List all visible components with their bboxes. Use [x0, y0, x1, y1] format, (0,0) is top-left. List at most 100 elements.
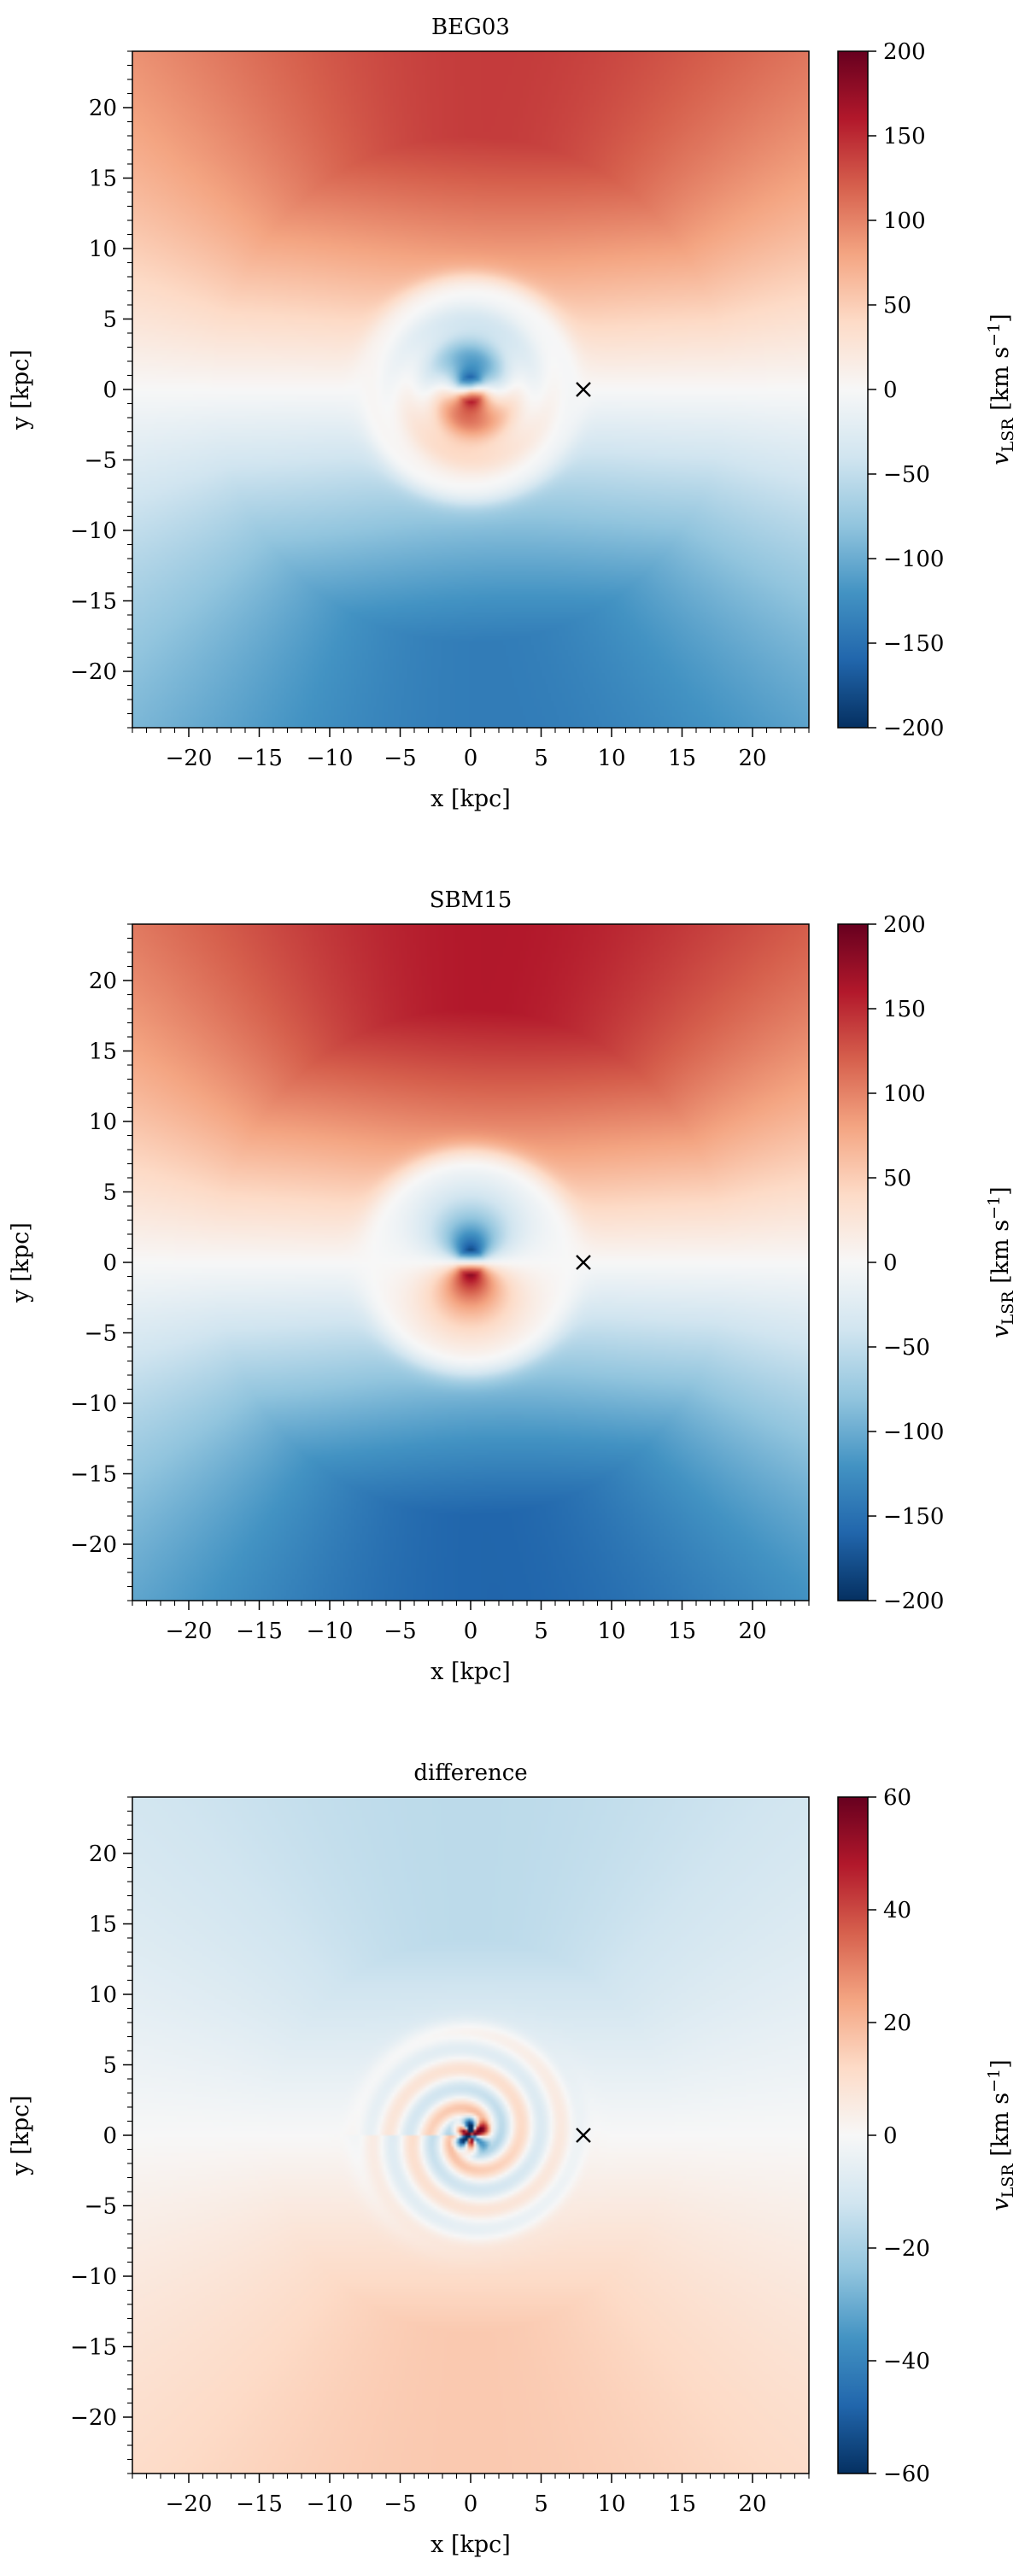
- colorbar-tick-label: 50: [883, 293, 911, 319]
- y-tick-label: −5: [85, 448, 117, 474]
- velocity-map: [132, 1797, 809, 2474]
- x-tick-label: 20: [738, 1619, 766, 1644]
- colorbar-tick-label: −60: [883, 2462, 930, 2487]
- colorbar-tick-label: −50: [883, 1335, 930, 1361]
- colorbar-tick-label: 40: [883, 1898, 911, 1923]
- colorbar-label: vLSR [km s−1]: [985, 313, 1017, 465]
- x-tick-label: −10: [307, 746, 354, 771]
- colorbar-tick-label: −200: [883, 1589, 944, 1614]
- y-tick-label: 0: [102, 1250, 117, 1276]
- y-tick-label: −15: [70, 1462, 117, 1488]
- colorbar-tick-label: 200: [883, 912, 926, 938]
- x-axis-label: x [kpc]: [430, 1659, 511, 1685]
- y-tick-label: 10: [89, 237, 117, 262]
- colorbar-tick-label: −100: [883, 547, 944, 572]
- y-axis-label: y [kpc]: [8, 2095, 34, 2176]
- colorbar-label: vLSR [km s−1]: [985, 1186, 1017, 1338]
- x-tick-label: −15: [236, 1619, 283, 1644]
- velocity-map: [132, 924, 809, 1601]
- x-tick-label: −15: [236, 746, 283, 771]
- y-tick-label: 5: [102, 2053, 117, 2079]
- x-tick-label: −5: [384, 746, 416, 771]
- colorbar-tick-label: −200: [883, 716, 944, 741]
- y-tick-label: 5: [102, 1180, 117, 1206]
- x-tick-label: −5: [384, 2491, 416, 2517]
- y-tick-label: −10: [70, 2264, 117, 2290]
- colorbar: −200 −150 −100 −50 0 50 100 150 200 vLSR [km s−1]: [837, 39, 1017, 741]
- panel-1: BEG03−20 −15 −10 −5 0 5 10 15 20−20−15−10−505101…: [8, 15, 1017, 812]
- x-tick-label: −10: [307, 2491, 354, 2517]
- x-tick-label: 0: [464, 1619, 478, 1644]
- x-tick-label: −5: [384, 1619, 416, 1644]
- y-tick-label: −20: [70, 2405, 117, 2431]
- colorbar-tick-label: 0: [883, 378, 898, 403]
- y-tick-label: −10: [70, 1391, 117, 1417]
- colorbar-tick-label: 100: [883, 1081, 926, 1107]
- x-axis-label: x [kpc]: [430, 786, 511, 812]
- colorbar-tick-label: 60: [883, 1785, 911, 1811]
- y-tick-label: −10: [70, 518, 117, 544]
- velocity-map: [132, 51, 809, 728]
- x-tick-label: 20: [738, 746, 766, 771]
- x-axis-label: x [kpc]: [430, 2532, 511, 2558]
- x-tick-label: 10: [597, 746, 625, 771]
- x-tick-label: 5: [534, 2491, 548, 2517]
- x-tick-label: 10: [597, 1619, 625, 1644]
- colorbar-tick-label: −150: [883, 1504, 944, 1530]
- panel-title: SBM15: [430, 887, 512, 913]
- colorbar-tick-label: 150: [883, 124, 926, 149]
- y-axis-label: y [kpc]: [8, 1222, 34, 1303]
- x-tick-label: −20: [166, 2491, 213, 2517]
- x-tick-label: 10: [597, 2491, 625, 2517]
- y-tick-label: 15: [89, 1912, 117, 1938]
- colorbar-tick-label: 20: [883, 2011, 911, 2036]
- colorbar-tick-label: 0: [883, 1250, 898, 1276]
- x-tick-label: 0: [464, 2491, 478, 2517]
- y-tick-label: 20: [89, 96, 117, 121]
- y-tick-label: 15: [89, 1039, 117, 1065]
- panel-3: difference −20 −15 −10 −5 0 5 10 15 20 −20 −15 −10 −5…: [8, 1760, 1017, 2558]
- colorbar-tick-label: −150: [883, 631, 944, 657]
- y-tick-label: −15: [70, 589, 117, 615]
- y-tick-label: −5: [85, 2194, 117, 2220]
- colorbar: −200 −150 −100 −50 0 50 100 150 200 vLSR [km s−1]: [837, 912, 1017, 1614]
- y-tick-label: −20: [70, 1532, 117, 1558]
- x-tick-label: 15: [668, 746, 696, 771]
- y-tick-label: −5: [85, 1321, 117, 1347]
- colorbar-gradient: [837, 50, 869, 729]
- y-tick-label: 20: [89, 1841, 117, 1867]
- x-tick-label: −15: [236, 2491, 283, 2517]
- colorbar-gradient: [837, 923, 869, 1601]
- x-tick-label: 0: [464, 746, 478, 771]
- y-tick-label: 20: [89, 969, 117, 994]
- colorbar-tick-label: 150: [883, 997, 926, 1022]
- x-tick-label: −20: [166, 1619, 213, 1644]
- y-tick-label: 0: [102, 378, 117, 403]
- x-tick-label: 15: [668, 1619, 696, 1644]
- x-tick-label: 20: [738, 2491, 766, 2517]
- x-tick-label: 5: [534, 1619, 548, 1644]
- colorbar-tick-label: 0: [883, 2123, 898, 2149]
- colorbar-gradient: [837, 1796, 869, 2474]
- colorbar-tick-label: 100: [883, 208, 926, 234]
- y-axis-label: y [kpc]: [8, 349, 34, 430]
- x-tick-label: −10: [307, 1619, 354, 1644]
- x-tick-label: −20: [166, 746, 213, 771]
- panel-2: SBM15−20 −15 −10 −5 0 5 10 15 20−20−15−10−505101…: [8, 887, 1017, 1685]
- y-tick-label: 10: [89, 1982, 117, 2008]
- x-tick-label: 15: [668, 2491, 696, 2517]
- colorbar-tick-label: 200: [883, 39, 926, 65]
- colorbar-label: vLSR [km s−1]: [985, 2059, 1017, 2210]
- y-tick-label: 5: [102, 307, 117, 333]
- colorbar-tick-label: −50: [883, 462, 930, 488]
- colorbar-tick-label: 50: [883, 1166, 911, 1191]
- y-tick-label: 10: [89, 1109, 117, 1135]
- y-tick-label: −15: [70, 2335, 117, 2361]
- x-tick-label: 5: [534, 746, 548, 771]
- panel-title: difference: [413, 1760, 527, 1786]
- colorbar-tick-label: −100: [883, 1420, 944, 1445]
- colorbar-tick-label: −20: [883, 2236, 930, 2262]
- colorbar-tick-label: −40: [883, 2349, 930, 2374]
- y-tick-label: 0: [102, 2123, 117, 2149]
